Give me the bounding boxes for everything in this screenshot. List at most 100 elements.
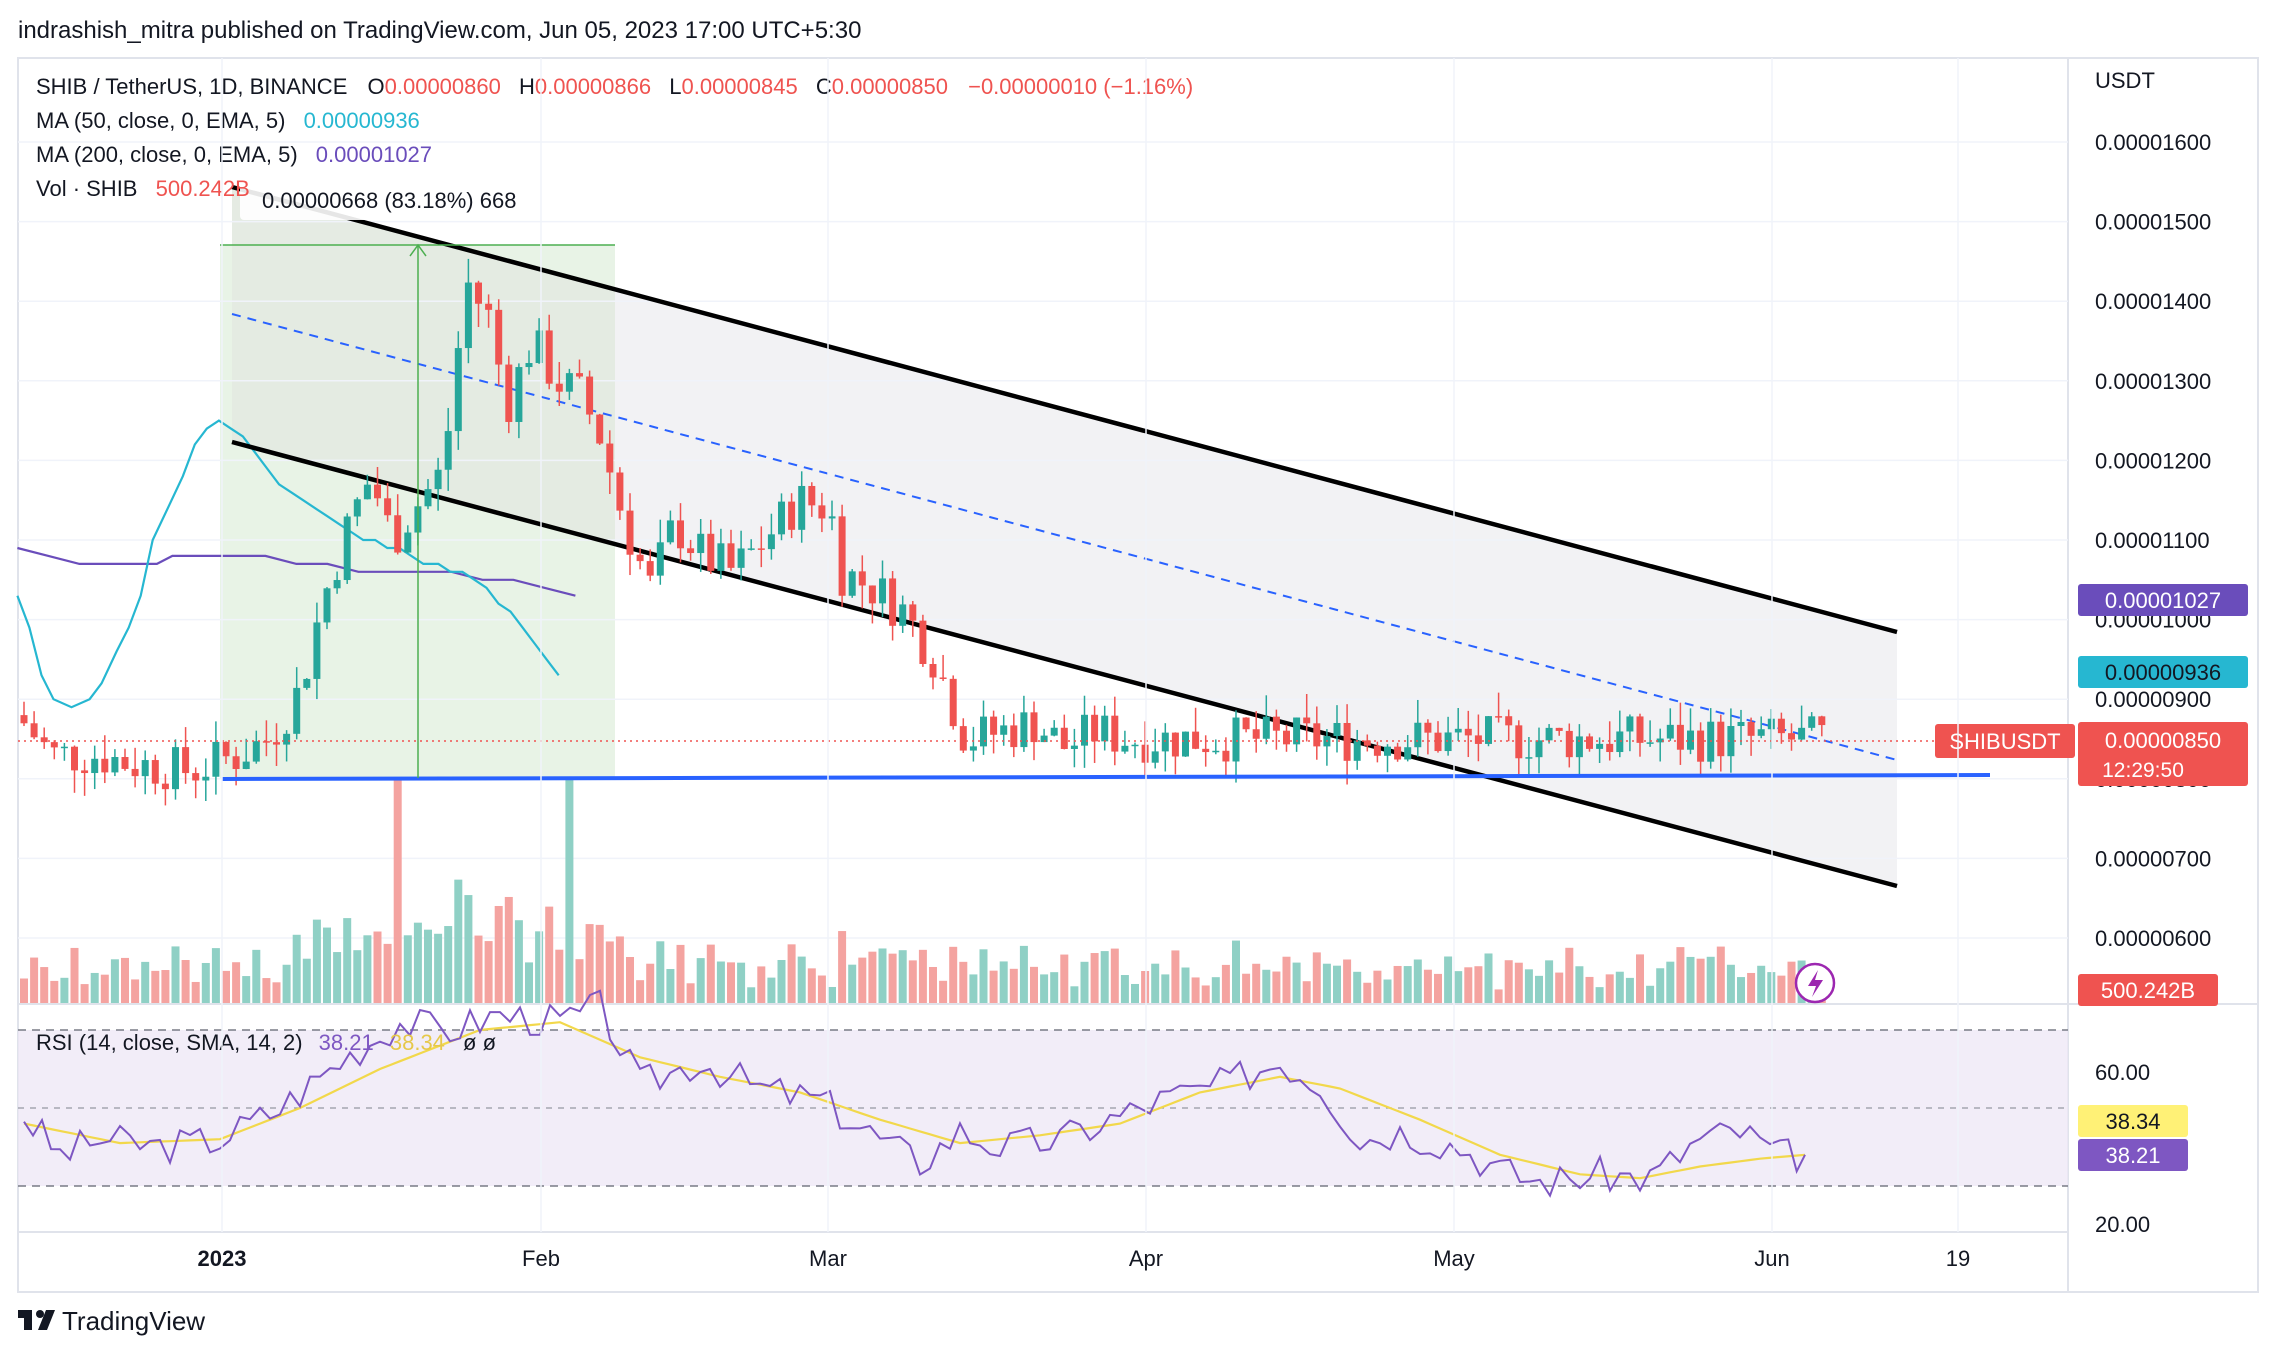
volume-bar (1292, 962, 1301, 1003)
candle-body (1151, 751, 1159, 763)
candle-body (1616, 731, 1624, 753)
candle-body (1777, 718, 1785, 734)
candle-body (525, 363, 533, 368)
volume-bar (110, 959, 119, 1003)
volume-bar (1282, 956, 1291, 1003)
volume-bar (373, 931, 382, 1003)
time-label-apr: Apr (1129, 1246, 1163, 1271)
candle-body (1353, 740, 1361, 761)
volume-bar (1211, 977, 1220, 1003)
volume-bar (676, 944, 685, 1003)
volume-bar (565, 779, 574, 1003)
rsi-sma-line (23, 1021, 1806, 1180)
candle-body (606, 443, 614, 473)
time-label-feb: Feb (522, 1246, 560, 1271)
volume-bar (1181, 967, 1190, 1003)
candle-body (60, 746, 68, 749)
volume-bar (1272, 971, 1281, 1003)
candle-body (1222, 750, 1230, 762)
volume-bar (615, 936, 624, 1003)
legend-l-value: 0.00000845 (681, 74, 797, 99)
legend-vol-value: 500.242B (156, 176, 250, 201)
candle-body (202, 776, 210, 781)
rsi-legend-value2: 38.34 (390, 1030, 445, 1055)
volume-bar (1686, 956, 1695, 1003)
legend-symbol: SHIB / TetherUS, 1D, BINANCE (36, 74, 347, 99)
candle-body (1737, 721, 1745, 727)
legend-ma50-value: 0.00000936 (304, 108, 420, 133)
candle-body (697, 533, 705, 554)
candle-body (616, 472, 624, 511)
volume-bar (1232, 940, 1240, 1003)
volume-bar (1666, 961, 1675, 1003)
candle-body (596, 414, 604, 444)
channel-fill[interactable] (232, 187, 1897, 886)
volume-bar (1514, 962, 1523, 1003)
candle-body (182, 747, 190, 774)
volume-bar (575, 959, 584, 1003)
candle-body (232, 756, 240, 770)
legend-change: −0.00000010 (−1.16%) (968, 74, 1193, 99)
last-price-tag-text: 0.00000850 (2105, 728, 2221, 753)
volume-bar (1615, 971, 1624, 1003)
candle-body (1485, 716, 1492, 744)
volume-bar (292, 934, 301, 1003)
volume-bar (1625, 977, 1634, 1003)
candle-body (626, 510, 634, 555)
candle-body (212, 741, 220, 777)
ma200-line (17, 546, 576, 597)
candle-body (636, 554, 644, 562)
candle-body (293, 687, 301, 734)
candle-body (778, 501, 785, 535)
candle-body (1747, 721, 1755, 736)
candle-body (707, 533, 715, 571)
candle-body (959, 726, 967, 751)
channel-lower-line[interactable] (231, 439, 1898, 889)
candle-body (262, 741, 270, 743)
volume-bar (484, 941, 493, 1003)
volume-bar (1555, 972, 1564, 1003)
candle-body (1626, 716, 1634, 732)
volume-bar (393, 779, 402, 1003)
volume-bar (787, 944, 796, 1003)
candle-body (40, 737, 48, 743)
ma200-price-tag-text: 0.00001027 (2105, 588, 2221, 613)
candle-body (586, 376, 594, 415)
support-line[interactable] (221, 773, 1991, 781)
legend-vol-label: Vol · SHIB (36, 176, 137, 201)
volume-bar (1080, 961, 1089, 1003)
volume-bar (323, 927, 331, 1003)
candle-body (1252, 729, 1260, 739)
volume-bar (646, 963, 655, 1003)
candle-body (1060, 727, 1068, 749)
candle-body (1283, 730, 1290, 745)
lightning-icon[interactable] (1794, 962, 1836, 1004)
candle-body (767, 534, 775, 550)
candle-body (1242, 717, 1250, 730)
volume-bar (1636, 954, 1644, 1003)
countdown-tag-text: 12:29:50 (2102, 759, 2184, 782)
candle-body (1333, 722, 1341, 737)
rsi-tick-60: 60.00 (2095, 1060, 2150, 1085)
candle-body (1687, 730, 1694, 750)
volume-bar (1373, 970, 1382, 1003)
volume-bar (817, 975, 826, 1003)
volume-bar (1747, 972, 1756, 1003)
ma50-line (16, 419, 560, 709)
volume-bar (1524, 969, 1533, 1003)
volume-bar (1040, 974, 1049, 1003)
candle-body (1606, 743, 1614, 753)
volume-bar (1726, 964, 1735, 1003)
candle-body (131, 768, 139, 777)
volume-bar (252, 949, 261, 1003)
candle-body (848, 571, 856, 596)
candle-body (808, 485, 816, 506)
candle-body (1535, 740, 1543, 758)
volume-bar (716, 961, 725, 1003)
channel-upper-line[interactable] (231, 184, 1898, 635)
candle-body (172, 747, 179, 790)
candle-body (1525, 757, 1533, 759)
candle-body (374, 484, 381, 499)
candlestick-series (20, 258, 1826, 806)
candle-body (1232, 717, 1240, 762)
